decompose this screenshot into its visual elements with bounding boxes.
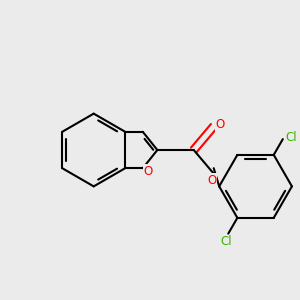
Text: O: O	[144, 165, 153, 178]
Text: O: O	[216, 118, 225, 131]
Text: O: O	[207, 174, 217, 187]
Text: Cl: Cl	[285, 131, 297, 144]
Text: Cl: Cl	[220, 235, 232, 248]
